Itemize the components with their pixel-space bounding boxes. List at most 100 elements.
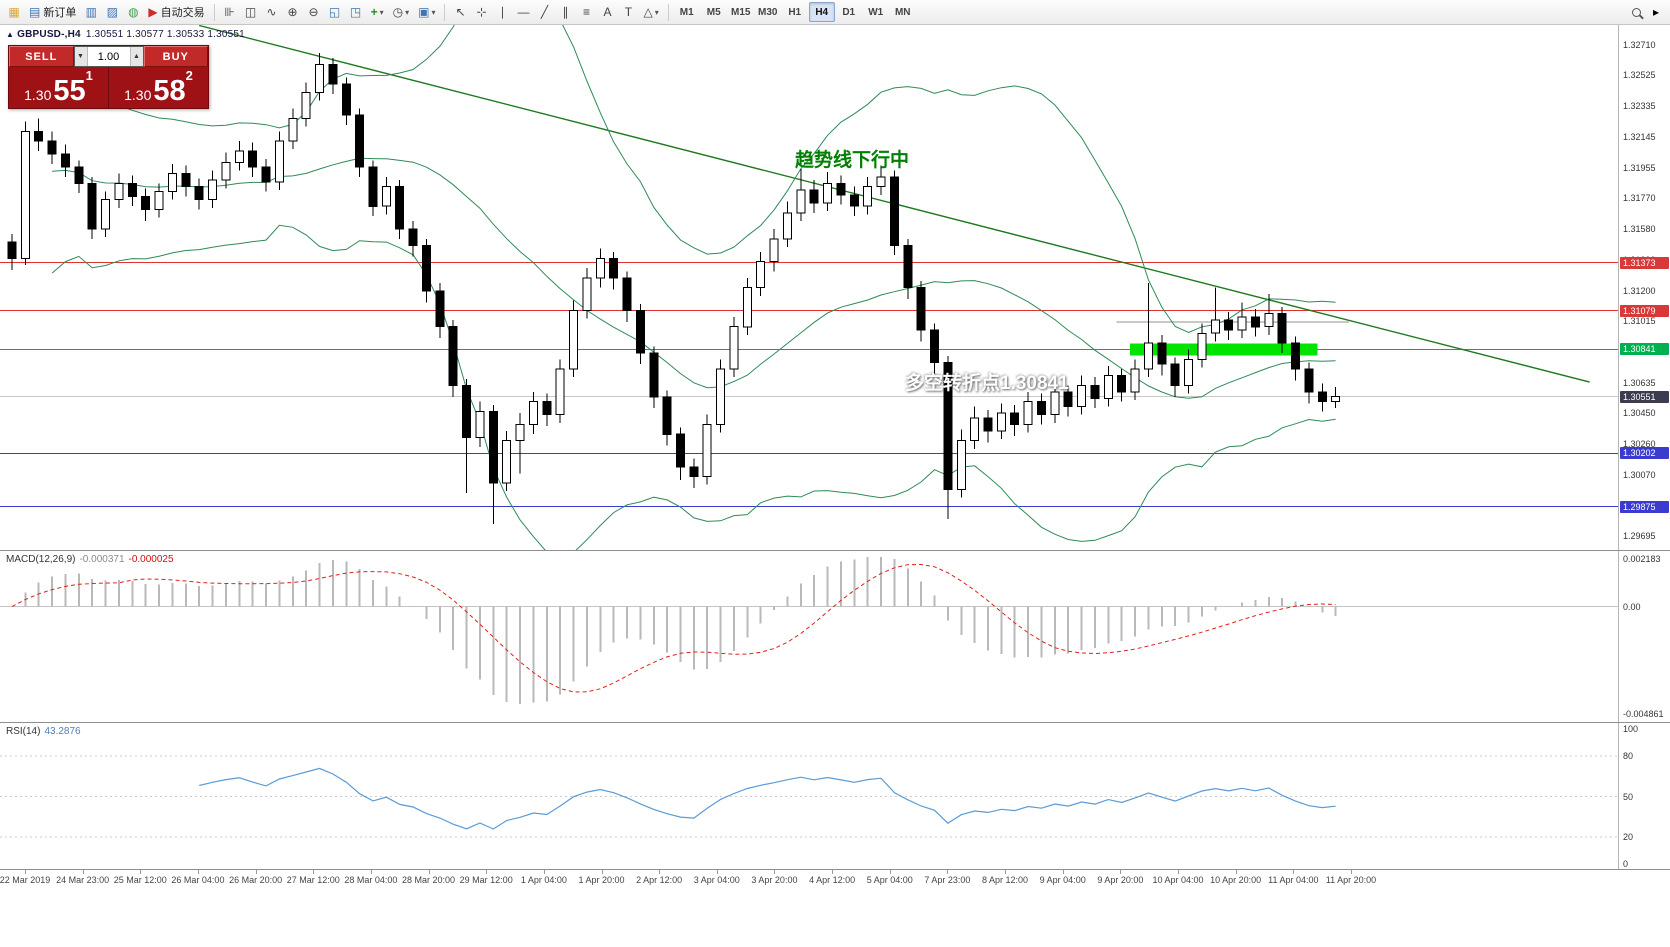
rsi-value: 43.2876 [44, 726, 81, 737]
candlestick-chart-button[interactable]: ◫ [241, 2, 261, 22]
dropdown-arrow-icon[interactable]: ▾ [654, 7, 659, 17]
price-scale-label: 0.002183 [1623, 554, 1661, 564]
autotrade-icon: ▶ [148, 5, 158, 19]
rsi-plot[interactable] [0, 723, 1618, 869]
price-scale-label: 100 [1623, 724, 1639, 734]
templates-icon: ▣ [418, 5, 430, 19]
timeframe-m15-button[interactable]: M15 [731, 6, 751, 18]
horizontal-line-button[interactable]: ― [513, 2, 533, 22]
timeframe-d1-button[interactable]: D1 [842, 6, 856, 18]
price-scale-label: 1.32525 [1623, 70, 1656, 81]
rsi-panel: RSI(14) 43.2876 100 80 50 20 0 [0, 722, 1670, 869]
bar-chart-button[interactable]: ⊪ [220, 2, 240, 22]
time-label: 26 Mar 20:00 [229, 875, 283, 885]
timeframe-m1-button[interactable]: M1 [679, 6, 694, 18]
annotation-trendline-text[interactable]: 趋势线下行中 [795, 150, 910, 171]
time-tick [659, 870, 661, 874]
volume-input[interactable] [87, 47, 130, 66]
periods-icon: ◷ [392, 5, 404, 19]
time-label: 26 Mar 04:00 [171, 875, 225, 885]
timeframe-m30-button[interactable]: M30 [758, 6, 778, 18]
price-level-badge[interactable]: 1.30202 [1620, 447, 1669, 460]
price-scale-label: 1.32710 [1623, 40, 1656, 51]
time-tick [947, 870, 949, 874]
chart-window-button[interactable]: ▥ [81, 2, 101, 22]
time-tick [601, 870, 603, 874]
bar-chart-icon: ⊪ [224, 5, 235, 19]
autotrade-button[interactable]: ▶ 自动交易 [144, 2, 208, 22]
symbol-ohlc-values: 1.30551 1.30577 1.30533 1.30551 [85, 29, 245, 40]
channel-button[interactable]: ∥ [555, 2, 575, 22]
more-tools-button[interactable]: ▸ [1646, 2, 1666, 22]
zoom-in-button[interactable]: ⊕ [283, 2, 303, 22]
channel-icon: ∥ [562, 5, 569, 19]
price-level-badge[interactable]: 1.30841 [1620, 343, 1669, 356]
toolbar: ▦ ▤ 新订单 ▥ ▨ ◍ ▶ 自动交易 ⊪ ◫ ∿ ⊕ ⊖ ◱ ◳ + ▾ ◷ ▾ ▣ ▾ ↖ ⊹ ∣ ― ╱ ∥ ≡ A T △ ▾ M1 M… [0, 0, 1670, 25]
fibonacci-button[interactable]: ≡ [576, 2, 596, 22]
time-tick [889, 870, 891, 874]
volume-dropdown-icon[interactable]: ▼ [74, 47, 88, 66]
mt-logo-button[interactable]: ▦ [4, 2, 24, 22]
templates-button[interactable]: ▣ ▾ [414, 2, 439, 22]
timeframe-h4-button[interactable]: H4 [808, 2, 835, 22]
fibonacci-icon: ≡ [582, 5, 590, 19]
market-watch-button[interactable]: ▨ [102, 2, 122, 22]
vertical-line-icon: ∣ [499, 5, 506, 19]
line-chart-icon: ∿ [266, 5, 277, 19]
buy-price-sup: 2 [185, 68, 193, 83]
price-level-badge[interactable]: 1.31079 [1620, 304, 1669, 317]
price-scale[interactable]: 1.32710 1.32525 1.32335 1.32145 1.31955 1.317… [1618, 25, 1670, 550]
timeframe-mn-button[interactable]: MN [894, 6, 911, 18]
macd-plot[interactable] [0, 551, 1618, 722]
search-button[interactable] [1626, 2, 1646, 22]
time-label: 27 Mar 12:00 [286, 875, 340, 885]
tile-windows-icon: ◱ [328, 5, 341, 19]
zoom-out-button[interactable]: ⊖ [304, 2, 324, 22]
toolbar-separator [667, 3, 669, 21]
navigator-icon: ◍ [128, 5, 139, 19]
line-chart-button[interactable]: ∿ [262, 2, 282, 22]
dropdown-arrow-icon[interactable]: ▾ [379, 7, 384, 17]
text-icon: A [603, 5, 612, 19]
buy-price-big: 58 [153, 74, 186, 107]
time-axis[interactable]: 22 Mar 2019 24 Mar 23:00 25 Mar 12:00 26 Ma… [0, 869, 1670, 891]
volume-stepper-icon[interactable]: ▲ [129, 47, 143, 66]
price-level-badge[interactable]: 1.29875 [1620, 500, 1669, 513]
new-order-button[interactable]: ▤ 新订单 [25, 2, 80, 22]
timeframe-m5-button[interactable]: M5 [706, 6, 721, 18]
rsi-scale: 100 80 50 20 0 [1618, 723, 1670, 869]
time-label: 29 Mar 12:00 [459, 875, 513, 885]
indicators-button[interactable]: + ▾ [367, 2, 388, 22]
shapes-button[interactable]: △ ▾ [639, 2, 662, 22]
buy-button[interactable]: BUY [143, 46, 208, 67]
price-level-badge[interactable]: 1.31373 [1620, 256, 1669, 269]
text-button[interactable]: A [597, 2, 617, 22]
new-order-icon: ▤ [29, 5, 41, 19]
price-level-badge[interactable]: 1.30551 [1620, 390, 1669, 403]
tile-windows-button[interactable]: ◱ [325, 2, 345, 22]
trendline-button[interactable]: ╱ [534, 2, 554, 22]
cursor-button[interactable]: ↖ [450, 2, 470, 22]
crosshair-button[interactable]: ⊹ [471, 2, 491, 22]
time-label: 5 Apr 04:00 [866, 875, 913, 885]
chart-plot[interactable] [0, 25, 1618, 550]
cascade-windows-button[interactable]: ◳ [346, 2, 366, 22]
sell-price[interactable]: 1.30 55 1 [9, 67, 109, 108]
dropdown-arrow-icon[interactable]: ▾ [431, 7, 436, 17]
navigator-button[interactable]: ◍ [123, 2, 143, 22]
timeframe-h1-button[interactable]: H1 [788, 6, 802, 18]
time-tick [716, 870, 718, 874]
time-tick [486, 870, 488, 874]
annotation-pivot-text[interactable]: 多空转折点1.30841 [905, 373, 1069, 394]
dropdown-arrow-icon[interactable]: ▾ [405, 7, 410, 17]
chart-window-icon: ▥ [85, 5, 98, 19]
vertical-line-button[interactable]: ∣ [492, 2, 512, 22]
buy-price[interactable]: 1.30 58 2 [109, 67, 208, 108]
timeframe-w1-button[interactable]: W1 [868, 6, 884, 18]
collapse-trade-panel-icon[interactable]: ▲ [6, 30, 15, 39]
periods-button[interactable]: ◷ ▾ [389, 2, 414, 22]
label-button[interactable]: T [618, 2, 638, 22]
sell-button[interactable]: SELL [9, 46, 74, 67]
time-tick [1178, 870, 1179, 874]
time-tick [832, 870, 834, 874]
